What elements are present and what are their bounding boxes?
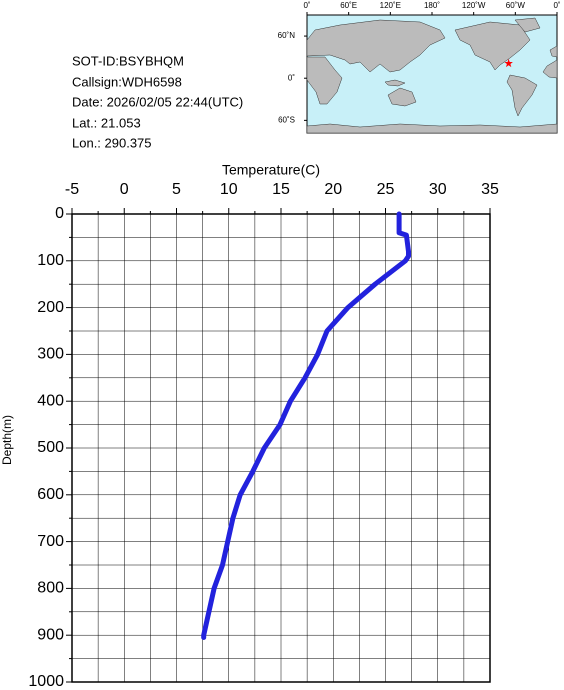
sot-id: SOT-ID:BSYBHQM: [72, 53, 184, 68]
y-tick-label: 100: [37, 252, 64, 269]
x-tick-label: 25: [377, 181, 395, 198]
map-lon-label: 0˚: [303, 1, 310, 10]
y-axis-title: Depth(m): [0, 415, 14, 465]
map-lat-label: 60˚N: [278, 31, 296, 40]
station-marker: [504, 58, 513, 68]
x-tick-label: 10: [220, 181, 238, 198]
x-axis-title: Temperature(C): [222, 162, 320, 178]
plot-border: [71, 213, 491, 683]
x-tick-label: 15: [272, 181, 290, 198]
y-tick-label: 400: [37, 392, 64, 409]
y-tick-label: 300: [37, 346, 64, 363]
y-tick-label: 600: [37, 486, 64, 503]
y-tick-label: 1000: [28, 673, 64, 690]
map-lon-label: 120˚W: [462, 1, 486, 10]
callsign: Callsign:WDH6598: [72, 74, 182, 89]
land: [306, 17, 558, 134]
y-tick-label: 500: [37, 439, 64, 456]
map-lon-label: 180˚: [424, 1, 440, 10]
map-lon-label: 60˚E: [340, 1, 357, 10]
x-tick-label: 0: [120, 181, 129, 198]
x-tick-label: -5: [65, 181, 79, 198]
map-lon-label: 60˚W: [506, 1, 526, 10]
profile-line: [201, 211, 411, 640]
y-tick-label: 900: [37, 626, 64, 643]
latitude: Lat.: 21.053: [72, 115, 141, 130]
x-tick-label: 5: [172, 181, 181, 198]
map-lat-label: 60˚S: [278, 115, 295, 124]
x-tick-label: 30: [429, 181, 447, 198]
map-lat-label: 0˚: [288, 73, 295, 82]
y-tick-label: 700: [37, 533, 64, 550]
map-lon-label: 120˚E: [380, 1, 401, 10]
map: [306, 14, 558, 134]
map-lon-label: 0˚: [553, 1, 560, 10]
y-tick-label: 0: [55, 205, 64, 222]
date: Date: 2026/02/05 22:44(UTC): [72, 94, 243, 109]
longitude: Lon.: 290.375: [72, 135, 152, 150]
x-tick-label: 35: [481, 181, 499, 198]
x-tick-label: 20: [324, 181, 342, 198]
y-tick-label: 800: [37, 580, 64, 597]
y-tick-label: 200: [37, 299, 64, 316]
